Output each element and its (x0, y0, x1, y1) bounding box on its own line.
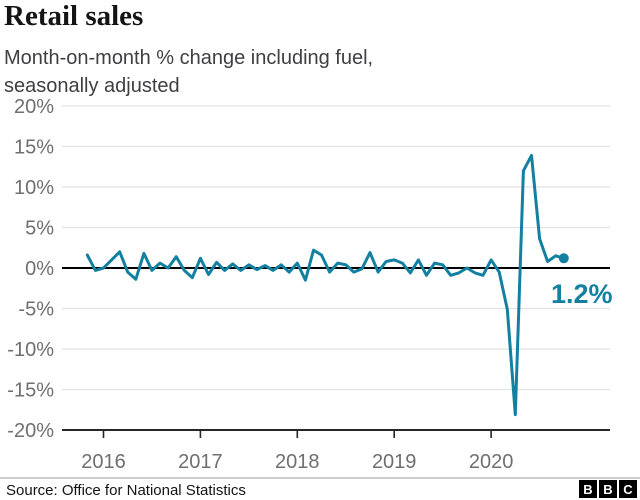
x-axis-label: 2019 (372, 451, 417, 473)
bbc-logo-block-b2: B (599, 480, 617, 498)
chart-subtitle-line1: Month-on-month % change including fuel, (4, 47, 374, 69)
y-axis-label: -20% (7, 420, 54, 442)
x-axis-label: 2020 (469, 451, 514, 473)
bbc-logo-block-c: C (619, 480, 637, 498)
y-axis-label: -5% (18, 299, 54, 321)
latest-value-label: 1.2% (551, 279, 613, 309)
x-axis-label: 2017 (178, 451, 223, 473)
source-label: Source: Office for National Statistics (6, 482, 246, 499)
footer-divider (0, 477, 640, 479)
y-axis-label: 10% (14, 177, 54, 199)
bbc-logo-block-b1: B (579, 480, 597, 498)
chart-subtitle-line2: seasonally adjusted (4, 75, 180, 97)
chart-subtitle: Month-on-month % change including fuel, s… (4, 44, 373, 100)
y-axis-label: 5% (25, 218, 54, 240)
latest-point-dot (558, 253, 569, 264)
chart-title: Retail sales (4, 0, 144, 32)
y-axis-label: 0% (25, 258, 54, 280)
bbc-logo: B B C (579, 480, 637, 498)
y-axis-label: -15% (7, 380, 54, 402)
y-axis-label: 15% (14, 137, 54, 159)
sales-line (85, 153, 566, 417)
x-axis-label: 2018 (275, 451, 320, 473)
x-axis-label: 2016 (81, 451, 126, 473)
y-axis-label: 20% (14, 96, 54, 118)
y-axis-label: -10% (7, 339, 54, 361)
